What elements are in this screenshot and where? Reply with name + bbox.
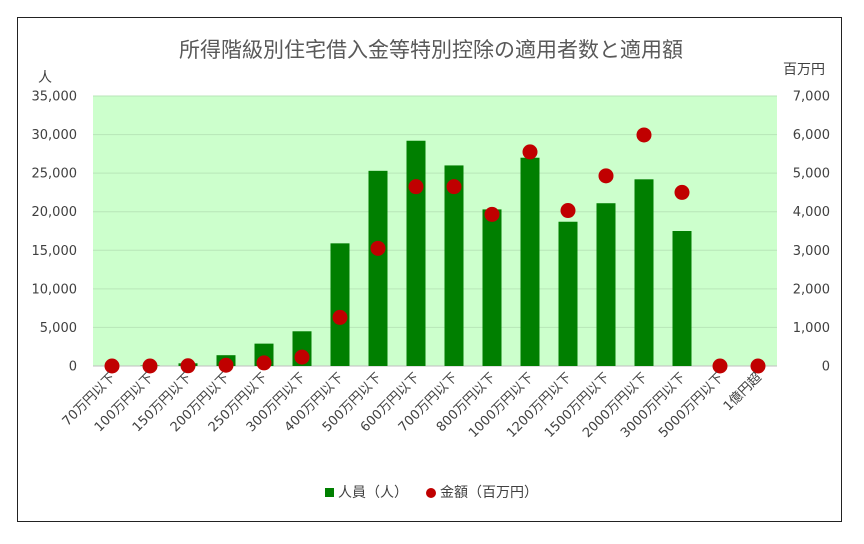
legend-bar-swatch	[325, 488, 334, 497]
legend-dot-label: 金額（百万円）	[440, 485, 538, 501]
right-tick-label: 4,000	[793, 205, 830, 220]
left-tick-label: 0	[69, 360, 77, 375]
right-tick-label: 0	[822, 360, 830, 375]
left-tick-label: 35,000	[32, 90, 78, 105]
bar	[634, 179, 654, 366]
bar	[406, 140, 426, 366]
bar	[596, 203, 616, 366]
dot	[522, 144, 538, 160]
gridlines	[93, 95, 777, 367]
bar	[520, 157, 540, 366]
bar	[558, 221, 578, 366]
left-axis-unit: 人	[38, 70, 52, 86]
right-tick-label: 7,000	[793, 90, 830, 105]
bar	[672, 231, 692, 366]
left-tick-label: 25,000	[32, 167, 78, 182]
dot	[104, 358, 120, 374]
left-tick-label: 10,000	[32, 282, 78, 297]
dot	[636, 127, 652, 143]
right-tick-label: 1,000	[793, 321, 830, 336]
dot	[560, 203, 576, 219]
dot	[370, 240, 386, 256]
category-label: 1億円超	[720, 370, 765, 415]
bar-series	[140, 140, 692, 366]
bar	[330, 243, 350, 366]
legend: 人員（人） 金額（百万円）	[325, 485, 538, 501]
bar	[368, 170, 388, 366]
dot	[218, 357, 234, 373]
dot-series	[104, 127, 766, 374]
dot	[712, 358, 728, 374]
right-axis-unit: 百万円	[783, 62, 825, 78]
dot	[484, 206, 500, 222]
dot	[294, 349, 310, 365]
right-tick-label: 2,000	[793, 282, 830, 297]
right-tick-label: 3,000	[793, 244, 830, 259]
dot	[750, 358, 766, 374]
legend-bar-label: 人員（人）	[338, 485, 408, 501]
dot	[256, 355, 272, 371]
dot	[408, 179, 424, 195]
legend-dot-swatch	[426, 488, 436, 498]
plot-area	[93, 96, 777, 366]
bar	[444, 165, 464, 366]
left-tick-label: 20,000	[32, 205, 78, 220]
right-tick-label: 6,000	[793, 128, 830, 143]
dot	[180, 358, 196, 374]
right-tick-label: 5,000	[793, 167, 830, 182]
chart-title: 所得階級別住宅借入金等特別控除の適用者数と適用額	[179, 38, 683, 62]
bar	[482, 209, 502, 366]
left-tick-label: 15,000	[32, 244, 78, 259]
dot	[332, 309, 348, 325]
dot	[674, 184, 690, 200]
left-tick-label: 30,000	[32, 128, 78, 143]
dot	[598, 168, 614, 184]
left-tick-label: 5,000	[40, 321, 77, 336]
dot	[142, 358, 158, 374]
dot	[446, 179, 462, 195]
